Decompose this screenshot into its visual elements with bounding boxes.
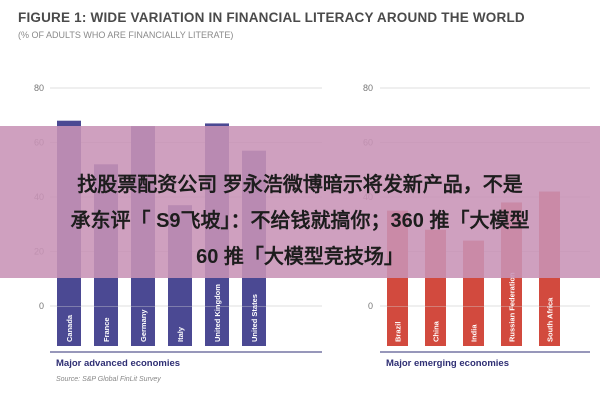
chart-subtitle: (% OF ADULTS WHO ARE FINANCIALLY LITERAT… (18, 30, 234, 40)
bar-base (131, 306, 155, 346)
y-tick-label: 80 (363, 83, 373, 93)
overlay-banner (0, 126, 600, 278)
category-label: United States (250, 294, 259, 342)
bar-base (425, 306, 446, 346)
y-tick-label: 0 (39, 301, 44, 311)
y-tick-label: 80 (34, 83, 44, 93)
bar-base (539, 306, 560, 346)
emerging-group-label: Major emerging economies (386, 358, 510, 369)
bar-base (94, 306, 118, 346)
category-label: Germany (139, 309, 148, 342)
y-tick-label: 0 (368, 301, 373, 311)
bar-base (463, 306, 484, 346)
chart-title: FIGURE 1: WIDE VARIATION IN FINANCIAL LI… (18, 10, 525, 25)
category-label: France (102, 317, 111, 342)
bar-base (205, 306, 229, 346)
category-label: South Africa (546, 297, 555, 342)
bar-base (168, 306, 192, 346)
bar-base (242, 306, 266, 346)
category-label: United Kingdom (213, 284, 222, 342)
bar-base (57, 306, 81, 346)
category-label: Brazil (394, 322, 403, 342)
advanced-group-label: Major advanced economies (56, 358, 181, 369)
banner-line-3: 60 推「大模型竞技场」 (196, 246, 404, 268)
source-note: Source: S&P Global FinLit Survey (56, 376, 161, 383)
banner-line-2: 承东评「 S9飞坡」：不给钱就搞你；360 推「大模型 (70, 210, 530, 232)
bar-base (501, 306, 522, 346)
bar-base (387, 306, 408, 346)
category-label: Canada (65, 314, 74, 342)
category-label: China (432, 320, 441, 342)
category-label: India (470, 324, 479, 342)
banner-line-1: 找股票配资公司 罗永浩微博暗示将发新产品，不是 (77, 174, 523, 196)
category-label: Russian Federation (508, 272, 517, 342)
category-label: Italy (176, 326, 185, 342)
